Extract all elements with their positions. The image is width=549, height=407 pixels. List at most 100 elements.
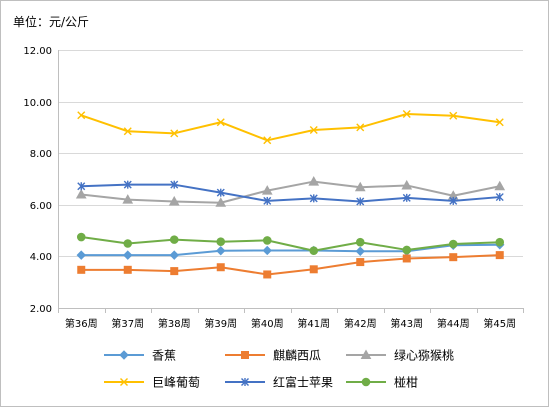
data-point (356, 123, 365, 132)
data-point (216, 118, 225, 127)
data-point (123, 180, 132, 189)
legend-swatch-marker (360, 349, 372, 359)
y-axis: 2.00 4.00 6.00 8.00 10.00 12.00 (23, 46, 59, 315)
x-tick-label: 第37周 (111, 317, 144, 330)
data-point (216, 263, 225, 272)
legend-label: 麒麟西瓜 (273, 348, 321, 363)
series-3 (77, 109, 504, 145)
series-line (80, 254, 501, 276)
y-tick-label: 2.00 (30, 304, 52, 315)
data-point (170, 180, 179, 189)
data-point (448, 239, 458, 249)
data-point (354, 181, 366, 192)
data-point (77, 111, 86, 120)
data-point (263, 270, 272, 279)
x-tick-label: 第39周 (204, 317, 237, 330)
data-point (263, 136, 272, 145)
data-point (170, 129, 179, 138)
x-tick-label: 第36周 (65, 317, 98, 330)
unit-label: 单位：元/公斤 (13, 14, 89, 29)
data-point (494, 180, 506, 191)
data-point (122, 194, 134, 204)
legend-label: 香蕉 (152, 349, 176, 363)
series-line (80, 183, 501, 203)
data-point (261, 185, 273, 195)
data-point (309, 265, 318, 274)
x-tick-label: 第38周 (158, 317, 191, 330)
data-point (215, 197, 227, 207)
data-point (216, 188, 225, 197)
series-line (80, 180, 501, 204)
data-point (355, 237, 365, 247)
data-point (123, 239, 133, 248)
legend-swatch-marker (241, 351, 249, 359)
legend-label: 红富士苹果 (273, 375, 333, 390)
x-tick-label: 第45周 (483, 317, 516, 330)
data-point (309, 125, 318, 134)
legend-item: 麒麟西瓜 (225, 348, 321, 363)
legend-item: 椪柑 (346, 375, 418, 390)
data-point (356, 197, 365, 206)
data-point (123, 265, 132, 274)
y-tick-label: 6.00 (30, 201, 52, 212)
series-line (80, 243, 501, 257)
data-point (402, 193, 411, 202)
data-point (76, 232, 86, 242)
data-point (262, 236, 272, 245)
data-point (170, 267, 179, 276)
data-point (309, 194, 318, 203)
legend-swatch-marker (361, 377, 371, 387)
series-5 (76, 232, 505, 256)
legend-label: 绿心猕猴桃 (394, 348, 454, 363)
legend-item: 香蕉 (104, 349, 176, 363)
data-point (169, 235, 179, 244)
data-point (356, 258, 365, 267)
data-point (401, 179, 413, 190)
legend-label: 巨峰葡萄 (152, 376, 200, 390)
data-point (123, 250, 133, 260)
data-point (263, 196, 272, 205)
series-2 (75, 176, 506, 207)
data-point (216, 246, 226, 256)
x-tick-label: 第43周 (390, 317, 423, 330)
data-point (449, 196, 458, 205)
series-group (75, 109, 506, 279)
data-point (309, 246, 319, 256)
y-tick-label: 12.00 (23, 46, 52, 57)
data-point (77, 182, 86, 191)
x-tick-label: 第44周 (437, 317, 470, 330)
x-tick-label: 第42周 (344, 317, 377, 330)
y-tick-label: 10.00 (23, 98, 52, 109)
data-point (402, 109, 411, 118)
x-axis: 第36周 第37周 第38周 第39周 第40周 第41周 第42周 第43周 第44周 第45周 (58, 308, 524, 330)
data-point (495, 193, 504, 202)
x-tick-label: 第40周 (251, 317, 284, 330)
data-point (402, 245, 412, 255)
data-point (495, 251, 504, 260)
data-point (168, 195, 180, 206)
data-point (495, 237, 505, 247)
data-point (449, 111, 458, 120)
data-point (216, 237, 226, 246)
legend-swatch-marker (241, 378, 249, 386)
legend-item: 红富士苹果 (225, 375, 333, 390)
x-tick-label: 第41周 (297, 317, 330, 330)
legend-item: 绿心猕猴桃 (346, 348, 454, 363)
series-1 (77, 251, 504, 279)
data-point (75, 188, 87, 199)
data-point (262, 245, 272, 256)
data-point (77, 265, 86, 274)
data-point (123, 127, 132, 136)
series-line (80, 112, 501, 142)
data-point (169, 250, 179, 260)
legend-label: 椪柑 (394, 375, 418, 390)
data-point (402, 254, 411, 263)
data-point (495, 118, 504, 127)
legend-item: 巨峰葡萄 (104, 376, 200, 390)
data-point (308, 176, 320, 186)
y-tick-label: 4.00 (30, 252, 52, 263)
data-point (76, 250, 86, 260)
